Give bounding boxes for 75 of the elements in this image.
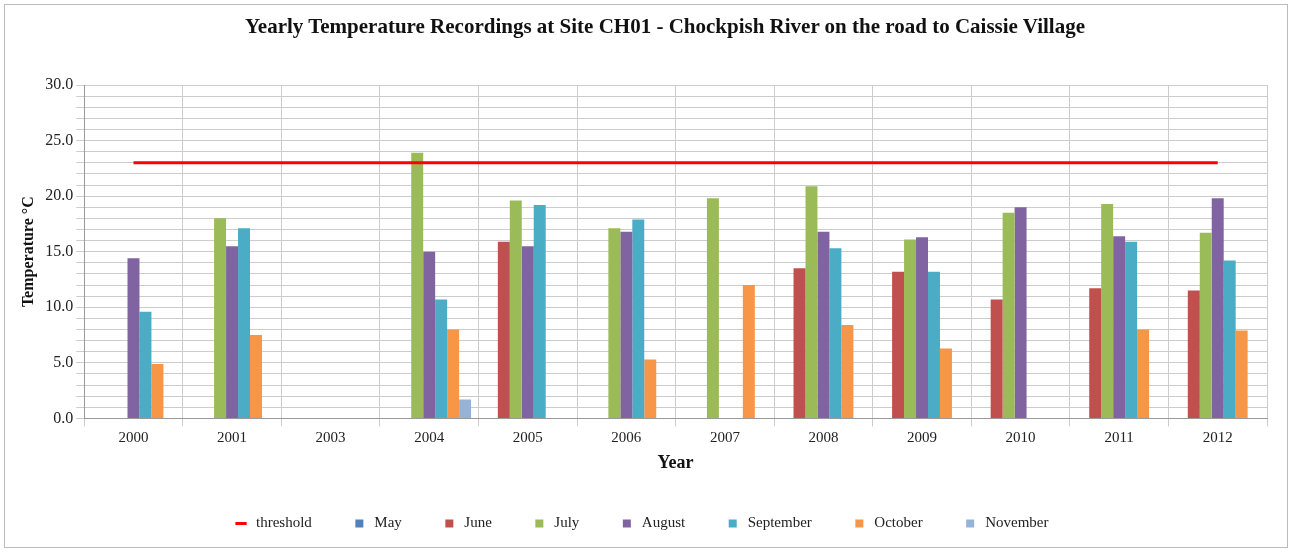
bar	[939, 348, 952, 418]
bar	[238, 228, 250, 418]
y-tick-label: 5.0	[53, 353, 74, 371]
legend-label: June	[464, 514, 493, 531]
bar	[127, 258, 140, 418]
bar	[497, 241, 510, 418]
legend-label: May	[374, 514, 403, 531]
bar	[447, 329, 460, 418]
bar	[214, 218, 227, 418]
bar	[226, 246, 239, 418]
bar	[533, 205, 546, 418]
bar	[608, 228, 621, 418]
bar	[1235, 330, 1248, 418]
x-tick-label: 2010	[1005, 429, 1036, 446]
bar	[817, 231, 830, 418]
bar	[829, 248, 842, 418]
bar	[706, 198, 719, 418]
bar	[139, 311, 152, 418]
bar	[805, 186, 818, 418]
bar	[928, 271, 940, 418]
bar	[916, 237, 928, 418]
bar	[1014, 207, 1027, 418]
x-tick-label: 2004	[414, 429, 445, 446]
bar	[1199, 232, 1212, 418]
bar	[1187, 290, 1200, 418]
y-tick-label: 20.0	[45, 186, 74, 204]
bar	[793, 268, 806, 418]
legend-label: August	[641, 514, 687, 531]
bar	[1089, 288, 1102, 418]
bar	[1211, 198, 1224, 418]
bar	[151, 363, 164, 418]
x-tick-label: 2008	[808, 429, 839, 446]
bar	[423, 251, 436, 418]
x-tick-label: 2012	[1202, 429, 1233, 446]
bar	[892, 271, 905, 418]
bar	[509, 200, 522, 418]
bar	[1113, 236, 1126, 418]
bar	[411, 152, 424, 418]
legend-label: November	[985, 514, 1049, 531]
bar	[521, 246, 534, 418]
bar	[250, 335, 262, 418]
y-tick-label: 30.0	[45, 75, 74, 93]
x-tick-label: 2007	[709, 429, 741, 446]
bar	[632, 219, 645, 418]
y-tick-label: 15.0	[45, 241, 74, 259]
bar	[435, 299, 448, 418]
bar	[990, 299, 1003, 418]
bar	[1137, 329, 1150, 418]
chart-title: Yearly Temperature Recordings at Site CH01 - Chockpish River on the road to Caissie Village	[244, 13, 1086, 40]
bar	[644, 359, 657, 418]
x-tick-label: 2003	[315, 429, 346, 446]
x-tick-label: 2005	[512, 429, 543, 446]
bar	[1223, 260, 1236, 418]
x-tick-label: 2009	[907, 429, 938, 446]
bar	[459, 399, 472, 418]
y-tick-label: 10.0	[45, 297, 74, 315]
x-tick-label: 2000	[118, 429, 149, 446]
x-tick-label: 2011	[1104, 429, 1134, 446]
bar	[904, 239, 917, 418]
legend-label: threshold	[256, 514, 313, 531]
bar	[742, 285, 755, 418]
bar	[1002, 212, 1015, 418]
y-tick-label: 25.0	[45, 130, 74, 148]
legend-label: October	[874, 514, 923, 531]
bar	[841, 325, 854, 418]
legend-label: September	[747, 514, 812, 531]
bar	[1125, 241, 1138, 418]
y-tick-label: 0.0	[53, 408, 74, 426]
x-axis-title: Year	[657, 451, 694, 472]
x-tick-label: 2001	[217, 429, 248, 446]
legend-label: July	[554, 514, 580, 531]
x-tick-label: 2006	[611, 429, 642, 446]
bar	[620, 231, 633, 418]
bar	[1101, 203, 1114, 418]
y-axis-title: Temperature °C	[18, 196, 37, 308]
